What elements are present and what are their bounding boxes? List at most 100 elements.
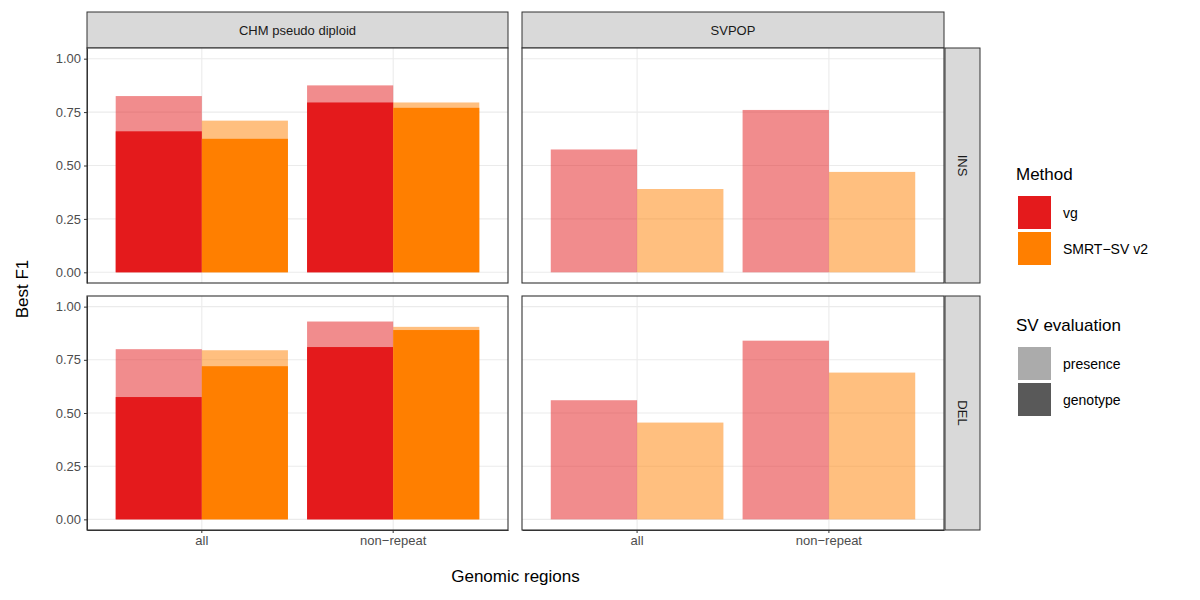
tick-label: 0.50: [56, 406, 81, 421]
tick: non−repeat: [360, 530, 427, 548]
tick-label: 1.00: [56, 51, 81, 66]
legend: Method vg SMRT−SV v2: [1016, 165, 1148, 266]
axis-line: [87, 49, 88, 284]
legend-key: [1018, 347, 1051, 380]
grid: [87, 296, 508, 530]
row-strip: DEL: [945, 296, 980, 530]
grid: [522, 296, 944, 530]
bar: [393, 330, 479, 519]
legend-key: [1018, 196, 1051, 229]
bar: [116, 349, 202, 519]
strip-label: INS: [955, 155, 970, 177]
grid-line: [522, 112, 944, 113]
grid-line: [522, 58, 944, 59]
bar: [393, 102, 479, 272]
axis-line: [87, 297, 88, 531]
legend-label: vg: [1063, 205, 1078, 221]
tick: 0.75: [56, 352, 87, 367]
strip-background: [522, 12, 944, 48]
panel-border: [522, 48, 944, 283]
legend-title: SV evaluation: [1016, 316, 1121, 335]
tick-mark: [84, 219, 87, 220]
tick-mark: [84, 59, 87, 60]
y-axis: 0.00 0.25 0.50 0.75 1.00: [56, 49, 88, 284]
legend-label: SMRT−SV v2: [1063, 241, 1148, 257]
tick-mark: [84, 307, 87, 308]
legend-label: presence: [1063, 356, 1121, 372]
tick: 0.00: [56, 265, 87, 280]
tick-label: 0.25: [56, 459, 81, 474]
chart: CHM pseudo diploid SVPOP INS DEL 0.00 0.25 0.5…: [0, 0, 1200, 600]
y-axis: 0.00 0.25 0.50 0.75 1.00: [56, 297, 88, 531]
bar: [829, 172, 915, 272]
legend-key: [1018, 232, 1051, 265]
grid-line: [522, 359, 944, 360]
tick-label: non−repeat: [360, 533, 427, 548]
bars: [116, 322, 480, 520]
axis-line: [523, 530, 945, 531]
tick-label: 0.75: [56, 352, 81, 367]
x-axis: all non−repeat: [88, 530, 509, 548]
legend-label: genotype: [1063, 392, 1121, 408]
strip-background: [945, 296, 980, 530]
bar: [307, 322, 393, 520]
tick-label: 1.00: [56, 299, 81, 314]
x-axis-title: Genomic regions: [451, 567, 580, 586]
column-strip: SVPOP: [522, 12, 944, 48]
bar: [637, 189, 723, 272]
bar: [393, 108, 479, 273]
grid: [522, 48, 944, 283]
panel-border: [87, 296, 508, 530]
panel-background: [87, 48, 508, 283]
panel: 0.00 0.25 0.50 0.75 1.00: [56, 48, 508, 284]
tick: all: [195, 530, 208, 548]
grid: [87, 48, 508, 283]
bar: [116, 131, 202, 272]
panel-background: [522, 48, 944, 283]
bar: [551, 400, 637, 519]
tick-label: non−repeat: [796, 533, 863, 548]
tick: 0.25: [56, 212, 87, 227]
bar: [551, 149, 637, 272]
bar: [202, 350, 288, 519]
legend-key: [1018, 383, 1051, 416]
bar: [743, 341, 829, 520]
tick: 0.25: [56, 459, 87, 474]
panel-border: [522, 296, 944, 530]
tick: all: [631, 530, 644, 548]
tick-label: 0.00: [56, 512, 81, 527]
bar: [116, 397, 202, 519]
bars: [551, 110, 915, 272]
bar: [307, 347, 393, 519]
bar: [202, 121, 288, 273]
tick: 0.75: [56, 105, 87, 120]
strip-label: CHM pseudo diploid: [239, 23, 356, 38]
column-strip: CHM pseudo diploid: [87, 12, 508, 48]
strip-background: [87, 12, 508, 48]
bar: [116, 96, 202, 272]
panel: [522, 48, 944, 283]
tick-label: all: [195, 533, 208, 548]
row-strip: INS: [945, 48, 980, 283]
bar: [307, 85, 393, 272]
tick-mark: [84, 166, 87, 167]
panel-background: [87, 296, 508, 530]
tick-label: 0.00: [56, 265, 81, 280]
y-axis-title: Best F1: [13, 260, 32, 319]
tick-mark: [84, 272, 87, 273]
panel-border: [87, 48, 508, 283]
tick-mark: [84, 112, 87, 113]
bars: [116, 85, 480, 272]
tick-label: all: [631, 533, 644, 548]
strip-background: [945, 48, 980, 283]
grid-line: [87, 58, 508, 59]
bar: [393, 327, 479, 520]
tick: 0.50: [56, 406, 87, 421]
tick-label: 0.50: [56, 158, 81, 173]
tick: 0.00: [56, 512, 87, 527]
bars: [551, 341, 915, 520]
tick-label: 0.25: [56, 212, 81, 227]
legend-title: Method: [1016, 165, 1073, 184]
strip-label: SVPOP: [711, 23, 756, 38]
bar: [202, 366, 288, 519]
